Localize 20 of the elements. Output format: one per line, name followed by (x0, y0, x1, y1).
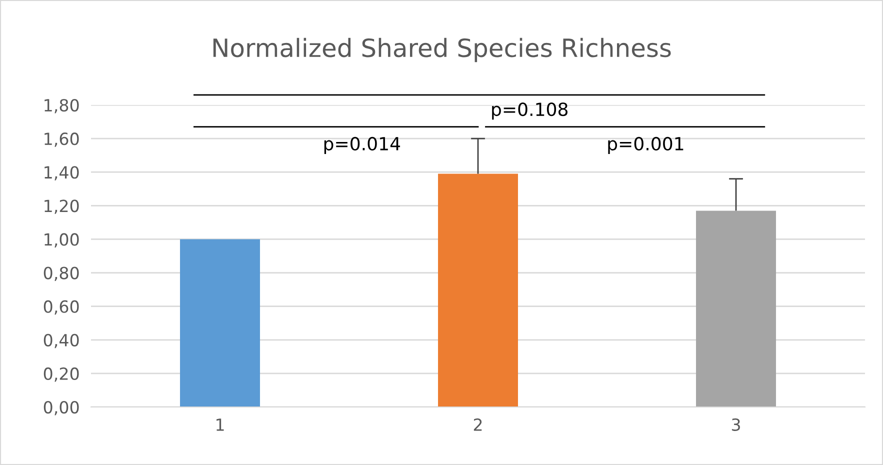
x-tick-label: 3 (732, 418, 740, 432)
bar (438, 174, 518, 407)
x-tick-label: 1 (216, 418, 224, 431)
y-tick-label: 0,20 (44, 367, 79, 382)
y-tick-label: 0,80 (44, 266, 79, 282)
bar (696, 210, 776, 407)
chart-title: Normalized Shared Species Richness (213, 38, 671, 62)
y-tick-label: 0,00 (44, 400, 79, 416)
y-tick-label: 1,20 (44, 200, 79, 214)
y-tick-label: 1,80 (44, 98, 79, 114)
bar (180, 239, 260, 407)
y-tick-label: 1,00 (44, 233, 79, 248)
x-tick-label: 2 (474, 418, 482, 431)
y-tick-label: 0,40 (44, 334, 79, 348)
y-tick-label: 0,60 (44, 300, 79, 315)
annotation: p=0.014 (324, 136, 400, 154)
annotation: p=0.108 (492, 102, 568, 120)
annotation: p=0.001 (608, 136, 684, 154)
y-tick-label: 1,60 (44, 132, 79, 147)
y-tick-label: 1,40 (44, 166, 79, 180)
